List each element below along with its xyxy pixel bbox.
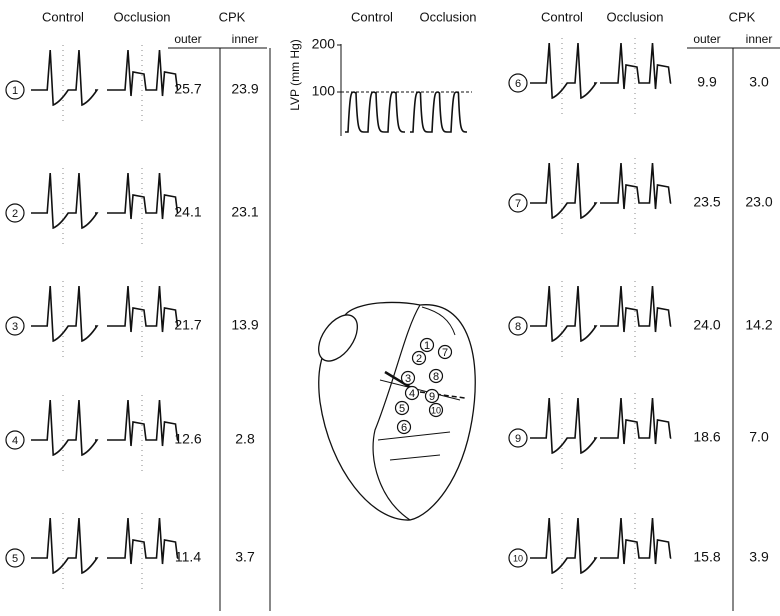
cpk-inner: 2.8 — [235, 431, 255, 447]
lvp-trace — [410, 92, 467, 132]
ecg-trace — [600, 163, 671, 209]
column-subheader: inner — [746, 32, 773, 46]
ecg-trace — [530, 286, 596, 341]
cpk-inner: 3.7 — [235, 549, 255, 565]
site-label: 1 — [424, 340, 430, 352]
site-label: 8 — [433, 371, 439, 383]
site-label: 10 — [431, 405, 441, 415]
cpk-outer: 24.1 — [174, 204, 201, 220]
cpk-outer: 21.7 — [174, 317, 201, 333]
site-label: 4 — [12, 435, 18, 447]
cpk-outer: 15.8 — [693, 549, 720, 565]
column-header: Occlusion — [419, 9, 476, 24]
site-label: 8 — [515, 321, 521, 333]
y-tick-label: 200 — [312, 36, 336, 52]
page: {"left_panel":{"headers":{"control":"Con… — [0, 0, 780, 611]
site-label: 4 — [409, 388, 415, 400]
cpk-inner: 13.9 — [231, 317, 258, 333]
site-label: 7 — [515, 198, 521, 210]
site-label: 3 — [405, 373, 411, 385]
site-label: 9 — [515, 433, 521, 445]
column-subheader: outer — [174, 32, 201, 46]
cpk-inner: 23.0 — [745, 194, 772, 210]
site-label: 5 — [12, 553, 18, 565]
column-subheader: outer — [693, 32, 720, 46]
y-tick-label: 100 — [312, 83, 336, 99]
ecg-trace — [530, 43, 596, 98]
site-label: 7 — [442, 347, 448, 359]
ecg-trace — [107, 173, 178, 219]
ecg-trace — [31, 50, 97, 105]
site-label: 5 — [399, 403, 405, 415]
column-header: Control — [351, 9, 393, 24]
ecg-trace — [31, 173, 97, 228]
ecg-trace — [600, 43, 671, 89]
cpk-outer: 11.4 — [175, 549, 201, 565]
cpk-outer: 12.6 — [174, 431, 201, 447]
site-label: 2 — [12, 208, 18, 220]
site-label: 9 — [429, 391, 435, 403]
cpk-inner: 14.2 — [745, 317, 772, 333]
ecg-trace — [530, 518, 596, 573]
ecg-trace — [530, 398, 596, 453]
ecg-trace — [107, 518, 178, 564]
column-subheader: inner — [232, 32, 259, 46]
ecg-trace — [31, 286, 97, 341]
column-header: CPK — [219, 9, 246, 24]
ecg-trace — [600, 398, 671, 444]
column-header: Control — [42, 9, 84, 24]
cpk-inner: 23.1 — [231, 204, 258, 220]
ecg-trace — [31, 518, 97, 573]
ecg-trace — [600, 518, 671, 564]
cpk-outer: 9.9 — [697, 74, 717, 90]
column-header: Control — [541, 9, 583, 24]
ecg-trace — [107, 400, 178, 446]
ecg-trace — [530, 163, 596, 218]
site-label: 1 — [12, 85, 18, 97]
ecg-trace — [31, 400, 97, 455]
column-header: CPK — [729, 9, 756, 24]
ecg-trace — [107, 50, 178, 96]
cpk-outer: 24.0 — [693, 317, 720, 333]
cpk-outer: 25.7 — [174, 81, 201, 97]
cpk-outer: 18.6 — [693, 429, 720, 445]
site-label: 2 — [416, 353, 422, 365]
column-header: Occlusion — [113, 9, 170, 24]
lvp-trace — [345, 92, 405, 132]
cpk-inner: 3.0 — [749, 74, 769, 90]
site-label: 6 — [401, 422, 407, 434]
cpk-inner: 7.0 — [749, 429, 769, 445]
figure: ControlOcclusionCPKouterinner125.723.922… — [0, 0, 780, 611]
site-label: 3 — [12, 321, 18, 333]
cpk-inner: 23.9 — [231, 81, 258, 97]
axis-label: LVP (mm Hg) — [288, 39, 302, 111]
cpk-inner: 3.9 — [749, 549, 769, 565]
cpk-outer: 23.5 — [693, 194, 720, 210]
site-label: 6 — [515, 78, 521, 90]
ecg-trace — [600, 286, 671, 332]
ecg-trace — [107, 286, 178, 332]
column-header: Occlusion — [606, 9, 663, 24]
site-label: 10 — [513, 553, 523, 563]
